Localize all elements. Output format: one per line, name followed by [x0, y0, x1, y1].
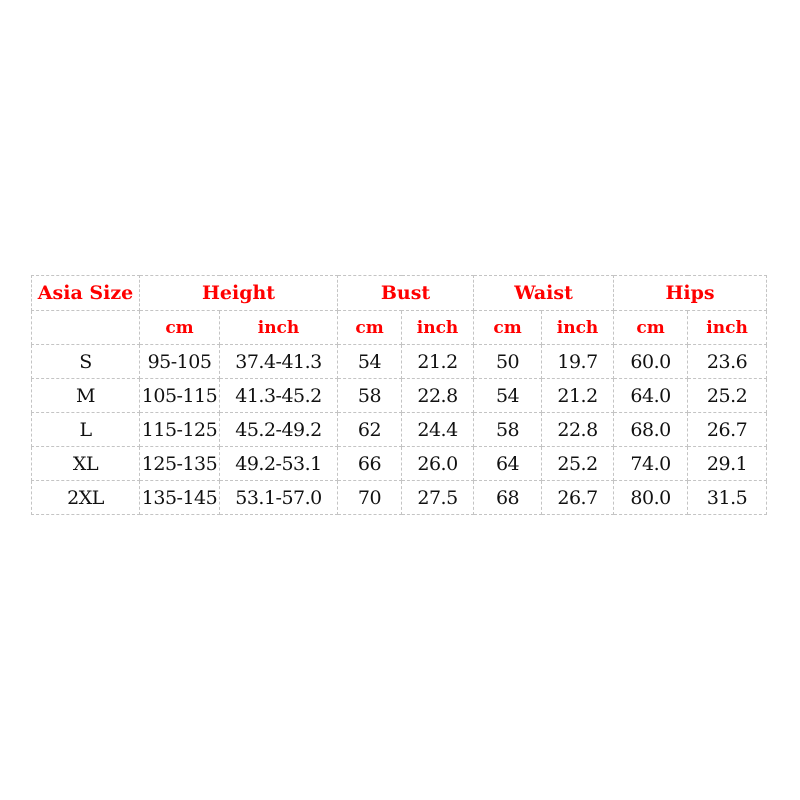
size-cell: 2XL	[31, 480, 140, 515]
value-cell: 68.0	[613, 412, 689, 447]
value-cell: 60.0	[613, 344, 689, 379]
header-row: Asia Size Height Bust Waist Hips	[31, 275, 768, 311]
value-cell: 29.1	[687, 446, 768, 481]
value-cell: 62	[337, 412, 403, 447]
value-cell: 26.7	[687, 412, 768, 447]
value-cell: 19.7	[541, 344, 615, 379]
table-row: L 115-125 45.2-49.2 62 24.4 58 22.8 68.0 26.7	[31, 412, 768, 447]
unit-header: cm	[139, 310, 220, 345]
table-row: S 95-105 37.4-41.3 54 21.2 50 19.7 60.0 23.6	[31, 344, 768, 379]
height-header: Height	[138, 275, 339, 311]
unit-header: cm	[337, 310, 403, 345]
value-cell: 135-145	[139, 480, 220, 515]
value-cell: 74.0	[613, 446, 689, 481]
unit-header: inch	[401, 310, 475, 345]
size-cell: S	[31, 344, 140, 379]
value-cell: 54	[473, 378, 543, 413]
waist-header: Waist	[473, 275, 615, 311]
table-row: 2XL 135-145 53.1-57.0 70 27.5 68 26.7 80.0 31.5	[31, 480, 768, 515]
value-cell: 21.2	[541, 378, 615, 413]
value-cell: 22.8	[541, 412, 615, 447]
value-cell: 25.2	[541, 446, 615, 481]
value-cell: 58	[337, 378, 403, 413]
value-cell: 22.8	[401, 378, 475, 413]
size-chart-table: Asia Size Height Bust Waist Hips cm inch…	[31, 275, 768, 515]
value-cell: 68	[473, 480, 543, 515]
value-cell: 64.0	[613, 378, 689, 413]
value-cell: 125-135	[139, 446, 220, 481]
unit-header: inch	[218, 310, 339, 345]
unit-header: inch	[541, 310, 615, 345]
size-cell: M	[31, 378, 140, 413]
value-cell: 23.6	[687, 344, 768, 379]
unit-header: cm	[613, 310, 689, 345]
value-cell: 37.4-41.3	[218, 344, 339, 379]
bust-header: Bust	[337, 275, 475, 311]
value-cell: 70	[337, 480, 403, 515]
value-cell: 54	[337, 344, 403, 379]
value-cell: 45.2-49.2	[218, 412, 339, 447]
value-cell: 53.1-57.0	[218, 480, 339, 515]
value-cell: 80.0	[613, 480, 689, 515]
value-cell: 26.7	[541, 480, 615, 515]
value-cell: 115-125	[139, 412, 220, 447]
table-row: XL 125-135 49.2-53.1 66 26.0 64 25.2 74.0 29.1	[31, 446, 768, 481]
value-cell: 24.4	[401, 412, 475, 447]
value-cell: 25.2	[687, 378, 768, 413]
value-cell: 49.2-53.1	[218, 446, 339, 481]
unit-row: cm inch cm inch cm inch cm inch	[31, 310, 768, 345]
size-cell: XL	[31, 446, 140, 481]
value-cell: 31.5	[687, 480, 768, 515]
value-cell: 105-115	[139, 378, 220, 413]
hips-header: Hips	[613, 275, 768, 311]
value-cell: 27.5	[401, 480, 475, 515]
unit-header: inch	[687, 310, 768, 345]
value-cell: 58	[473, 412, 543, 447]
value-cell: 64	[473, 446, 543, 481]
empty-cell	[31, 310, 140, 345]
value-cell: 41.3-45.2	[218, 378, 339, 413]
table-row: M 105-115 41.3-45.2 58 22.8 54 21.2 64.0 25.2	[31, 378, 768, 413]
value-cell: 50	[473, 344, 543, 379]
unit-header: cm	[473, 310, 543, 345]
value-cell: 21.2	[401, 344, 475, 379]
value-cell: 95-105	[139, 344, 220, 379]
size-cell: L	[31, 412, 140, 447]
size-header: Asia Size	[31, 275, 140, 311]
value-cell: 66	[337, 446, 403, 481]
value-cell: 26.0	[401, 446, 475, 481]
